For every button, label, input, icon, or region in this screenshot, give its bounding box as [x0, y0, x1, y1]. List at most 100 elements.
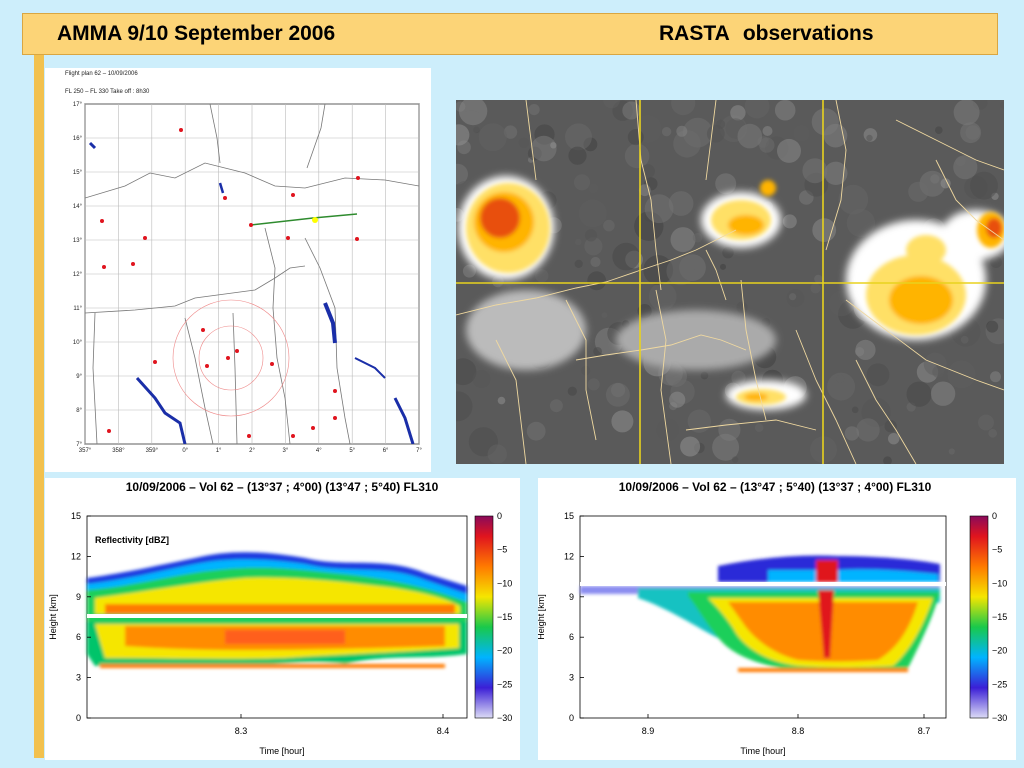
city-marker [102, 265, 106, 269]
city-marker [286, 236, 290, 240]
right-plot-x-ticks: 8.9 8.8 8.7 [642, 714, 931, 736]
map-lon-label: 3° [283, 448, 289, 454]
right-plot-colorbar [969, 515, 989, 719]
city-marker [223, 196, 227, 200]
colorbar-tick-label: −15 [992, 612, 1007, 622]
map-lat-label: 15° [73, 170, 83, 176]
map-gridlines [84, 103, 420, 445]
left-plot-y-label: Height [km] [48, 594, 58, 640]
x-tick-label: 8.3 [235, 726, 248, 736]
map-lon-label: 1° [216, 448, 222, 454]
colorbar-tick-label: 0 [992, 511, 997, 521]
left-plot-legend-label: Reflectivity [dBZ] [95, 535, 169, 545]
slide-subtitle: RASTA observations [659, 22, 874, 45]
map-lat-label: 16° [73, 136, 83, 142]
map-lon-label: 0° [182, 448, 188, 454]
right-plot-y-label: Height [km] [538, 594, 546, 640]
city-marker [249, 223, 253, 227]
city-marker [205, 364, 209, 368]
map-lon-label: 358° [112, 448, 125, 454]
satellite-latlon-grid [456, 100, 1004, 464]
map-city-markers [100, 128, 360, 438]
decorative-sidebar-bar [34, 52, 44, 758]
y-tick-label: 9 [76, 592, 81, 602]
map-header-line1: Flight plan 62 – 10/09/2006 [65, 71, 138, 77]
slide-title: AMMA 9/10 September 2006 [57, 22, 336, 45]
city-marker [143, 236, 147, 240]
y-tick-label: 6 [569, 632, 574, 642]
right-plot-y-ticks: 15 12 9 6 3 0 [564, 511, 584, 723]
y-tick-label: 0 [569, 713, 574, 723]
y-tick-label: 12 [564, 551, 574, 561]
map-lat-label: 13° [73, 238, 83, 244]
y-tick-label: 15 [71, 511, 81, 521]
colorbar-tick-label: −25 [497, 679, 512, 689]
colorbar-tick-label: −30 [992, 713, 1007, 723]
colorbar-tick-label: 0 [497, 511, 502, 521]
colorbar-tick-label: −25 [992, 679, 1007, 689]
map-lat-label: 17° [73, 102, 83, 108]
left-plot-colorbar-ticks: 0 −5 −10 −15 −20 −25 −30 [497, 511, 512, 723]
x-tick-label: 8.4 [437, 726, 450, 736]
flight-waypoint [312, 217, 318, 223]
flight-plan-map: Flight plan 62 – 10/09/2006 FL 250 – FL … [45, 68, 431, 472]
city-marker [270, 362, 274, 366]
city-marker [201, 328, 205, 332]
satellite-infrared-image [442, 91, 1012, 466]
map-lon-label: 7° [416, 448, 422, 454]
colorbar-tick-label: −30 [497, 713, 512, 723]
map-lat-label: 12° [73, 272, 83, 278]
left-plot-x-ticks: 8.3 8.4 [235, 714, 450, 736]
city-marker [131, 262, 135, 266]
y-tick-label: 3 [76, 673, 81, 683]
colorbar-tick-label: −5 [497, 545, 507, 555]
satellite-country-borders [455, 99, 1005, 465]
left-plot-header: 10/09/2006 – Vol 62 – (13°37 ; 4°00) (13… [126, 480, 439, 494]
map-geography [85, 104, 419, 444]
map-lat-label: 9° [76, 374, 82, 380]
x-tick-label: 8.9 [642, 726, 655, 736]
city-marker [333, 389, 337, 393]
city-marker [291, 193, 295, 197]
city-marker [226, 356, 230, 360]
map-lon-label: 357° [79, 448, 92, 454]
city-marker [100, 219, 104, 223]
x-tick-label: 8.7 [918, 726, 931, 736]
city-marker [107, 429, 111, 433]
map-lon-label: 6° [383, 448, 389, 454]
radar-reflectivity-plot-left: 10/09/2006 – Vol 62 – (13°37 ; 4°00) (13… [45, 478, 520, 760]
map-longitude-labels: 357° 358° 359° 0° 1° 2° 3° 4° 5° 6° 7° [79, 448, 423, 454]
left-plot-y-ticks: 15 12 9 6 3 0 [71, 511, 91, 723]
x-tick-label: 8.8 [792, 726, 805, 736]
y-tick-label: 6 [76, 632, 81, 642]
city-marker [247, 434, 251, 438]
colorbar-tick-label: −10 [992, 578, 1007, 588]
right-plot-reflectivity-field [580, 555, 940, 672]
colorbar-tick-label: −20 [992, 646, 1007, 656]
city-marker [235, 349, 239, 353]
city-marker [291, 434, 295, 438]
map-lat-label: 7° [76, 442, 82, 448]
map-lon-label: 5° [349, 448, 355, 454]
left-plot-colorbar [474, 515, 494, 719]
left-plot-x-label: Time [hour] [259, 746, 304, 756]
right-plot-x-label: Time [hour] [740, 746, 785, 756]
right-plot-header: 10/09/2006 – Vol 62 – (13°47 ; 5°40) (13… [619, 480, 932, 494]
radar-reflectivity-plot-right: 10/09/2006 – Vol 62 – (13°47 ; 5°40) (13… [536, 478, 1016, 760]
colorbar-tick-label: −5 [992, 545, 1002, 555]
right-plot-colorbar-ticks: 0 −5 −10 −15 −20 −25 −30 [992, 511, 1007, 723]
city-marker [153, 360, 157, 364]
y-tick-label: 15 [564, 511, 574, 521]
city-marker [333, 416, 337, 420]
y-tick-label: 0 [76, 713, 81, 723]
map-lat-label: 14° [73, 204, 83, 210]
map-lon-label: 2° [249, 448, 255, 454]
left-plot-reflectivity-field [87, 552, 467, 668]
y-tick-label: 3 [569, 673, 574, 683]
map-lat-label: 8° [76, 408, 82, 414]
colorbar-tick-label: −10 [497, 578, 512, 588]
city-marker [356, 176, 360, 180]
colorbar-tick-label: −15 [497, 612, 512, 622]
map-lat-label: 10° [73, 340, 83, 346]
city-marker [179, 128, 183, 132]
